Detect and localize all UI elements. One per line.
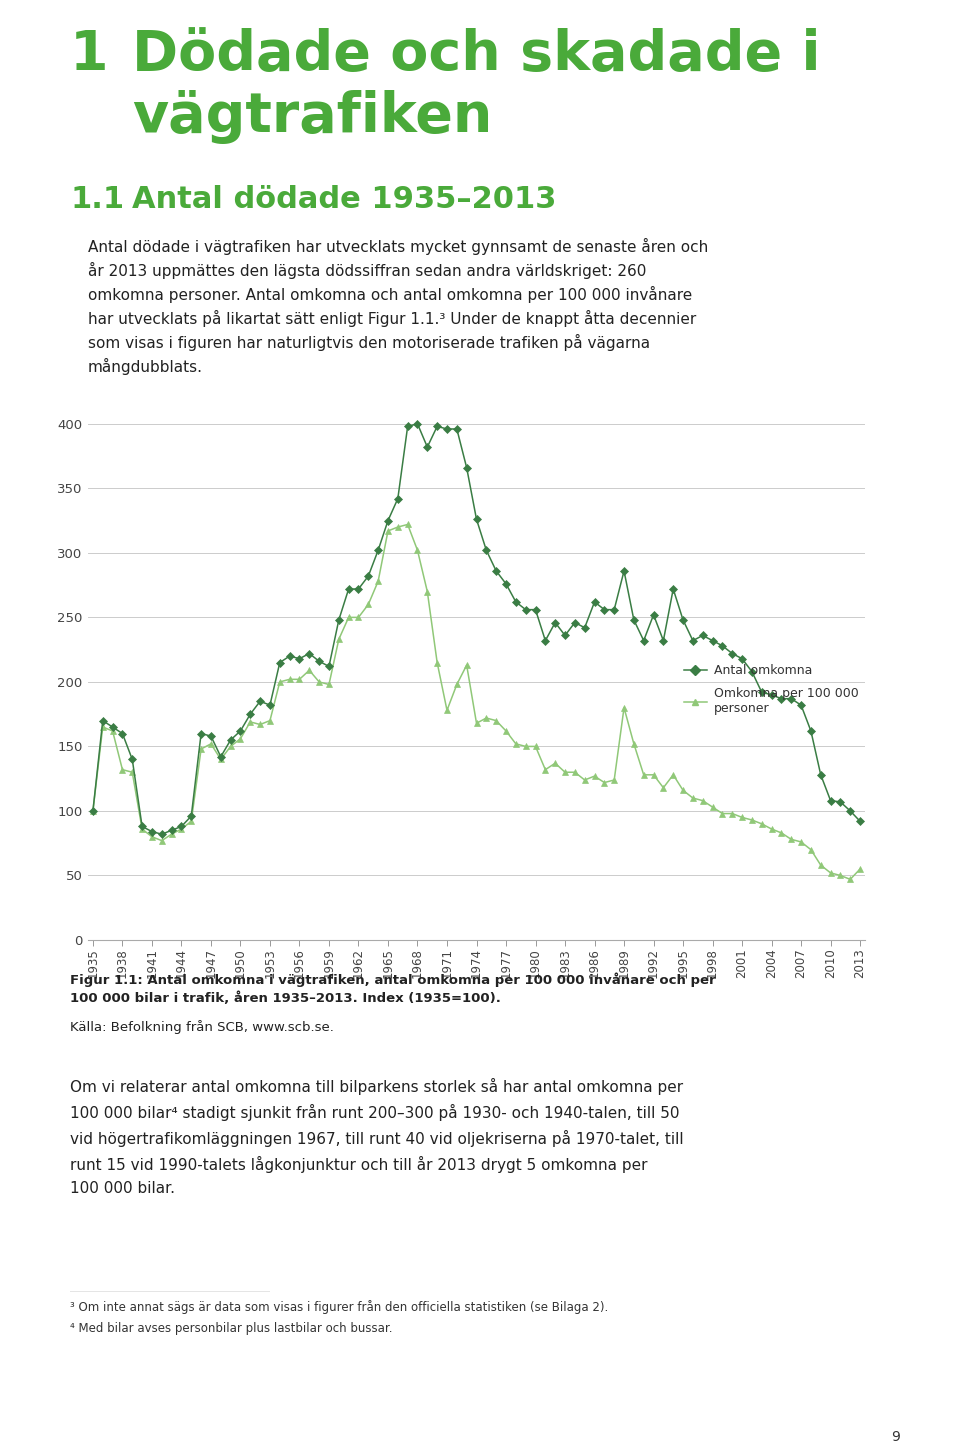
- Text: 1: 1: [70, 28, 108, 83]
- Text: mångdubblats.: mångdubblats.: [88, 358, 203, 375]
- Text: som visas i figuren har naturligtvis den motoriserade trafiken på vägarna: som visas i figuren har naturligtvis den…: [88, 334, 650, 350]
- Text: år 2013 uppmättes den lägsta dödssiffran sedan andra världskriget: 260: år 2013 uppmättes den lägsta dödssiffran…: [88, 262, 646, 279]
- Text: ³ Om inte annat sägs är data som visas i figurer från den officiella statistiken: ³ Om inte annat sägs är data som visas i…: [70, 1300, 609, 1313]
- Text: ⁴ Med bilar avses personbilar plus lastbilar och bussar.: ⁴ Med bilar avses personbilar plus lastb…: [70, 1322, 393, 1335]
- Text: Antal dödade i vägtrafiken har utvecklats mycket gynnsamt de senaste åren och: Antal dödade i vägtrafiken har utvecklat…: [88, 237, 708, 255]
- Text: 9: 9: [891, 1431, 900, 1444]
- Text: Om vi relaterar antal omkomna till bilparkens storlek så har antal omkomna per
1: Om vi relaterar antal omkomna till bilpa…: [70, 1077, 684, 1196]
- Text: omkomna personer. Antal omkomna och antal omkomna per 100 000 invånare: omkomna personer. Antal omkomna och anta…: [88, 287, 692, 303]
- Text: vägtrafiken: vägtrafiken: [132, 90, 492, 143]
- Text: Dödade och skadade i: Dödade och skadade i: [132, 28, 821, 83]
- Text: 1.1: 1.1: [70, 185, 124, 214]
- Text: har utvecklats på likartat sätt enligt Figur 1.1.³ Under de knappt åtta decennie: har utvecklats på likartat sätt enligt F…: [88, 310, 696, 327]
- Text: Antal dödade 1935–2013: Antal dödade 1935–2013: [132, 185, 557, 214]
- Text: Källa: Befolkning från SCB, www.scb.se.: Källa: Befolkning från SCB, www.scb.se.: [70, 1019, 334, 1034]
- Text: Figur 1.1: Antal omkomna i vägtrafiken, antal omkomna per 100 000 invånare och p: Figur 1.1: Antal omkomna i vägtrafiken, …: [70, 972, 715, 1005]
- Legend: Antal omkomna, Omkomna per 100 000
personer: Antal omkomna, Omkomna per 100 000 perso…: [684, 665, 859, 715]
